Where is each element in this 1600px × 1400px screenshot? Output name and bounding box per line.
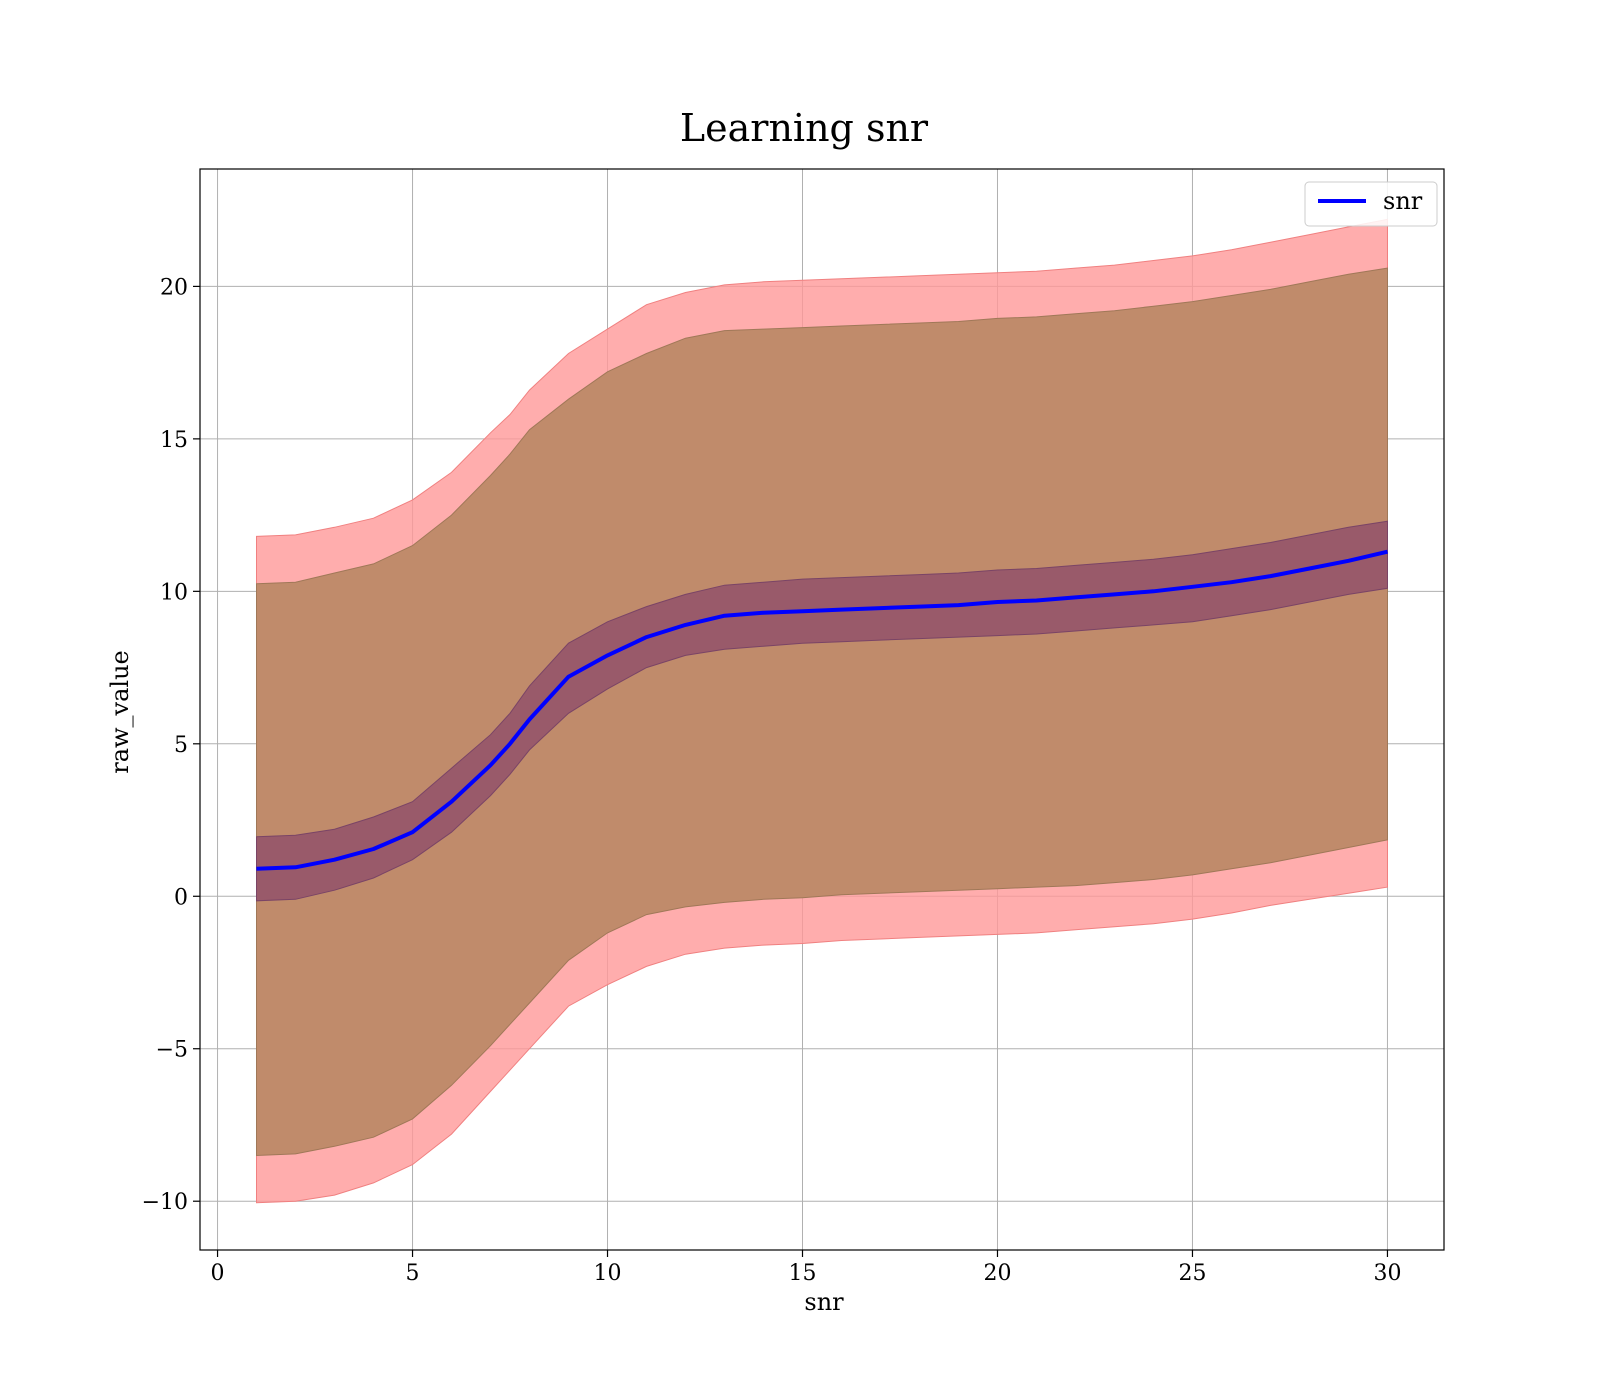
y-tick-label: 15 (160, 428, 188, 453)
y-tick-label: 20 (160, 275, 188, 300)
x-axis-label: snr (804, 1288, 844, 1316)
x-tick-label: 25 (1178, 1261, 1206, 1286)
plot-area (199, 168, 1445, 1251)
y-tick-label: 5 (174, 733, 188, 758)
legend-box (1304, 181, 1438, 227)
y-axis-ticks: −10 −5 0 5 10 15 20 (142, 275, 200, 1215)
series-line-snr (256, 549, 1388, 871)
legend-label-snr: snr (1383, 187, 1423, 215)
x-axis-ticks: 0 5 10 15 20 25 30 (211, 1250, 1401, 1286)
y-tick-label: −5 (156, 1038, 188, 1063)
y-tick-label: −10 (142, 1190, 188, 1215)
chart-title: Learning snr (680, 106, 929, 150)
x-tick-label: 15 (789, 1261, 817, 1286)
lines (256, 549, 1388, 871)
x-tick-label: 0 (211, 1261, 225, 1286)
x-tick-label: 5 (406, 1261, 420, 1286)
x-tick-label: 20 (983, 1261, 1011, 1286)
y-axis-label: raw_value (106, 650, 134, 774)
y-tick-label: 10 (160, 580, 188, 605)
x-tick-label: 30 (1373, 1261, 1401, 1286)
legend: snr (1304, 181, 1438, 227)
middle-band (256, 267, 1388, 1157)
x-tick-label: 10 (594, 1261, 622, 1286)
y-tick-label: 0 (174, 885, 188, 910)
plot-frame (199, 168, 1445, 1251)
inner-band (256, 520, 1388, 902)
bands (256, 218, 1388, 1204)
